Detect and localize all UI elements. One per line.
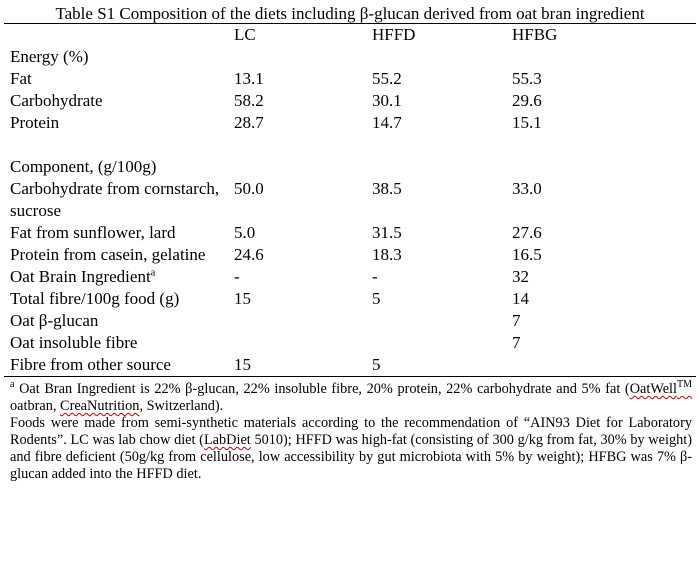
row-label: Oat Brain Ingredient bbox=[10, 267, 151, 286]
cell-lc: 15 bbox=[234, 289, 251, 308]
cell-hffd: 18.3 bbox=[372, 245, 402, 264]
brand-text: OatWell bbox=[629, 381, 677, 397]
row-label: Oat insoluble fibre bbox=[10, 333, 138, 352]
cell-hfbg: 14 bbox=[512, 289, 529, 308]
column-header-hfbg: HFBG bbox=[512, 25, 558, 44]
cell-hfbg bbox=[506, 354, 696, 377]
section-label: Energy (%) bbox=[10, 47, 89, 66]
cell-hffd: 38.5 bbox=[372, 179, 402, 198]
table-row: Oat insoluble fibre 7 bbox=[4, 332, 696, 354]
row-label: Fat from sunflower, lard bbox=[10, 223, 176, 242]
spacer-row bbox=[4, 134, 696, 156]
table-header-row: LC HFFD HFBG bbox=[4, 24, 696, 46]
cell-hffd: - bbox=[372, 267, 378, 286]
cell-lc: 5.0 bbox=[234, 223, 256, 242]
footnote-text: 5010); HFFD was high-fat (consisting of … bbox=[10, 432, 692, 482]
table-row: Fat 13.1 55.2 55.3 bbox=[4, 68, 696, 90]
brand-name: OatWellTM bbox=[629, 379, 692, 397]
cell-hfbg: 55.3 bbox=[512, 69, 542, 88]
row-label: Fibre from other source bbox=[4, 354, 228, 377]
cell-lc: 24.6 bbox=[234, 245, 264, 264]
cell-hfbg: 7 bbox=[512, 311, 521, 330]
top-rule bbox=[4, 23, 696, 24]
column-header-label bbox=[4, 24, 228, 46]
section-row-energy: Energy (%) bbox=[4, 46, 696, 68]
cell-lc: 50.0 bbox=[234, 179, 264, 198]
row-label: Protein from casein, gelatine bbox=[10, 245, 206, 264]
cell-hfbg: 33.0 bbox=[512, 179, 542, 198]
column-header-lc: LC bbox=[234, 25, 256, 44]
table-row: Carbohydrate from cornstarch, sucrose 50… bbox=[4, 178, 696, 222]
table-title: Table S1 Composition of the diets includ… bbox=[55, 4, 645, 23]
row-label: Protein bbox=[10, 113, 60, 132]
row-label: Oat β-glucan bbox=[10, 311, 99, 330]
table-body: Energy (%) Fat 13.1 55.2 55.3 Carbohydra… bbox=[4, 46, 696, 377]
cell-hfbg: 32 bbox=[512, 267, 529, 286]
row-label: Total fibre/100g food (g) bbox=[10, 289, 180, 308]
footnote-text: Foods were made from semi-synthetic mate… bbox=[10, 415, 692, 448]
table-row: Total fibre/100g food (g) 15 5 14 bbox=[4, 288, 696, 310]
footnote-b: Foods were made from semi-synthetic mate… bbox=[10, 415, 692, 483]
row-label: Carbohydrate bbox=[10, 91, 103, 110]
cell-hfbg: 15.1 bbox=[512, 113, 542, 132]
column-header-hffd: HFFD bbox=[372, 25, 416, 44]
table-row: Oat Brain Ingredienta - - 32 bbox=[4, 266, 696, 288]
cell-hffd: 30.1 bbox=[372, 91, 402, 110]
cell-hffd bbox=[366, 310, 506, 332]
footnote-marker: a bbox=[150, 267, 156, 279]
table-row: Carbohydrate 58.2 30.1 29.6 bbox=[4, 90, 696, 112]
cell-lc: 13.1 bbox=[234, 69, 264, 88]
table-row: Fat from sunflower, lard 5.0 31.5 27.6 bbox=[4, 222, 696, 244]
cell-hffd: 5 bbox=[366, 354, 506, 377]
cell-hffd bbox=[366, 332, 506, 354]
cell-hffd: 14.7 bbox=[372, 113, 402, 132]
footnotes: a Oat Bran Ingredient is 22% β-glucan, 2… bbox=[4, 377, 696, 483]
cell-hfbg: 7 bbox=[512, 333, 521, 352]
section-row-component: Component, (g/100g) bbox=[4, 156, 696, 178]
cell-lc: 58.2 bbox=[234, 91, 264, 110]
section-label: Component, (g/100g) bbox=[10, 157, 157, 176]
cell-hffd: 31.5 bbox=[372, 223, 402, 242]
table-row: Protein from casein, gelatine 24.6 18.3 … bbox=[4, 244, 696, 266]
company-name: CreaNutrition bbox=[60, 398, 140, 414]
table-row: Fibre from other source 15 5 bbox=[4, 354, 696, 377]
footnote-text: , Switzerland). bbox=[139, 398, 224, 414]
cell-hffd: 55.2 bbox=[372, 69, 402, 88]
row-label-with-footnote: Oat Brain Ingredienta bbox=[4, 266, 228, 288]
diet-composition-table: LC HFFD HFBG Energy (%) Fat 13.1 55.2 55… bbox=[4, 24, 696, 377]
table-row: Oat β-glucan 7 bbox=[4, 310, 696, 332]
cell-lc: 28.7 bbox=[234, 113, 264, 132]
cell-hfbg: 27.6 bbox=[512, 223, 542, 242]
cell-hfbg: 29.6 bbox=[512, 91, 542, 110]
footnote-marker: a bbox=[10, 379, 15, 391]
table-row: Protein 28.7 14.7 15.1 bbox=[4, 112, 696, 134]
cell-lc bbox=[228, 310, 366, 332]
cell-lc bbox=[228, 332, 366, 354]
labdiet-name: LabDiet bbox=[203, 432, 251, 448]
row-label: Fat bbox=[10, 69, 32, 88]
row-label: Carbohydrate from cornstarch, sucrose bbox=[10, 179, 220, 220]
cell-hfbg: 16.5 bbox=[512, 245, 542, 264]
trademark-mark: TM bbox=[677, 379, 692, 391]
footnote-text: oatbran, bbox=[10, 398, 61, 414]
footnote-text: Oat Bran Ingredient is 22% β-glucan, 22%… bbox=[14, 381, 630, 397]
footnote-a: a Oat Bran Ingredient is 22% β-glucan, 2… bbox=[10, 379, 692, 415]
cell-lc: 15 bbox=[228, 354, 366, 377]
cell-lc: - bbox=[234, 267, 240, 286]
cell-hffd: 5 bbox=[372, 289, 381, 308]
